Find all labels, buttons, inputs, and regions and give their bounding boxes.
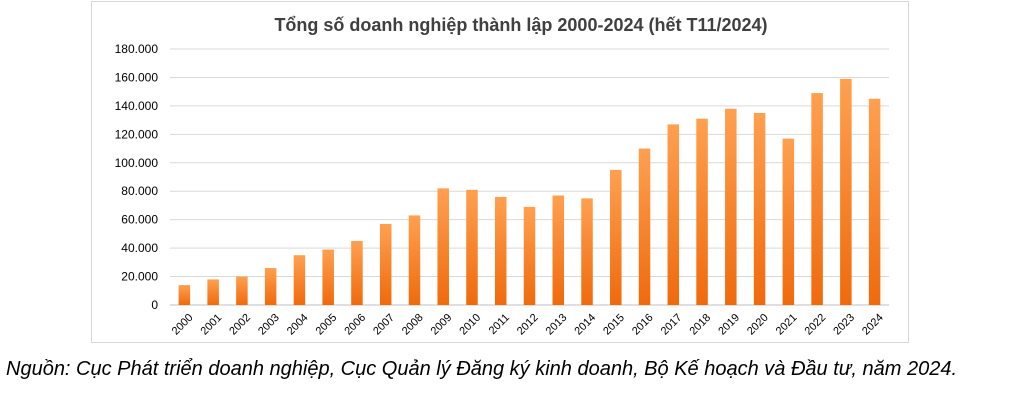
x-tick-label: 2021 <box>774 312 800 338</box>
bar-2006 <box>351 241 363 305</box>
bar-2014 <box>581 198 593 305</box>
y-tick-label: 60.000 <box>121 213 158 227</box>
bar-2022 <box>811 93 823 305</box>
bar-2020 <box>753 113 766 305</box>
bar-2001 <box>207 279 219 305</box>
bar-2011 <box>494 196 507 305</box>
chart-container: Tổng số doanh nghiệp thành lập 2000-2024… <box>91 1 909 343</box>
bar-2007 <box>379 223 392 305</box>
x-tick-label: 2012 <box>515 312 541 338</box>
x-tick-label: 2018 <box>687 312 713 338</box>
bar-chart: Tổng số doanh nghiệp thành lập 2000-2024… <box>115 15 889 338</box>
x-tick-label: 2007 <box>371 312 397 338</box>
source-caption: Nguồn: Cục Phát triển doanh nghiệp, Cục … <box>6 358 958 380</box>
y-tick-label: 0 <box>151 298 158 312</box>
bar-2003 <box>264 268 277 305</box>
x-tick-label: 2024 <box>860 312 886 338</box>
x-tick-label: 2001 <box>199 312 225 338</box>
bar-2015 <box>610 169 622 305</box>
y-tick-label: 40.000 <box>121 241 158 255</box>
x-tick-label: 2000 <box>170 312 196 338</box>
bar-2004 <box>293 255 306 305</box>
bar-2019 <box>725 108 737 305</box>
y-tick-label: 80.000 <box>121 184 158 198</box>
x-tick-label: 2015 <box>601 312 627 338</box>
x-tick-label: 2013 <box>544 312 570 338</box>
bar-2016 <box>638 148 651 305</box>
x-tick-label: 2008 <box>400 312 426 338</box>
bar-2017 <box>667 124 680 305</box>
bar-2013 <box>552 195 565 305</box>
chart-title: Tổng số doanh nghiệp thành lập 2000-2024… <box>274 15 767 35</box>
gridlines <box>170 48 889 306</box>
x-tick-label: 2009 <box>429 312 455 338</box>
x-tick-label: 2004 <box>285 312 311 338</box>
bar-2023 <box>840 78 852 305</box>
y-tick-label: 120.000 <box>115 127 159 141</box>
x-tick-label: 2020 <box>745 312 771 338</box>
bar-2009 <box>437 188 449 305</box>
x-tick-label: 2019 <box>716 312 742 338</box>
x-tick-label: 2017 <box>659 312 685 338</box>
bar-2018 <box>696 118 708 305</box>
x-tick-label: 2022 <box>803 312 829 338</box>
x-tick-label: 2005 <box>314 312 340 338</box>
x-tick-label: 2002 <box>227 312 253 338</box>
bar-2002 <box>236 276 248 305</box>
x-tick-label: 2006 <box>342 312 368 338</box>
bar-2005 <box>322 249 334 305</box>
y-tick-label: 180.000 <box>115 42 159 56</box>
x-tick-label: 2011 <box>487 312 512 337</box>
bar-2021 <box>782 138 795 305</box>
x-tick-label: 2014 <box>572 312 598 338</box>
x-tick-label: 2023 <box>831 312 857 338</box>
x-axis-ticks: 2000 2001 2002 2003 2004 2005 2006 2007 2008 2009… <box>170 312 886 338</box>
y-tick-label: 160.000 <box>115 70 159 84</box>
x-tick-label: 2003 <box>256 312 282 338</box>
bar-2024 <box>868 98 881 306</box>
y-tick-label: 140.000 <box>115 99 159 113</box>
x-tick-label: 2016 <box>630 312 656 338</box>
bar-2008 <box>408 215 421 305</box>
bar-2012 <box>523 206 536 305</box>
bar-2010 <box>466 189 478 305</box>
x-tick-label: 2010 <box>457 312 483 338</box>
y-tick-label: 20.000 <box>121 270 158 284</box>
bar-2000 <box>178 285 191 305</box>
bars <box>178 78 881 306</box>
y-tick-label: 100.000 <box>115 156 159 170</box>
y-axis-ticks: 0 20.000 40.000 60.000 80.000 100.000 120.000 1… <box>115 42 159 312</box>
